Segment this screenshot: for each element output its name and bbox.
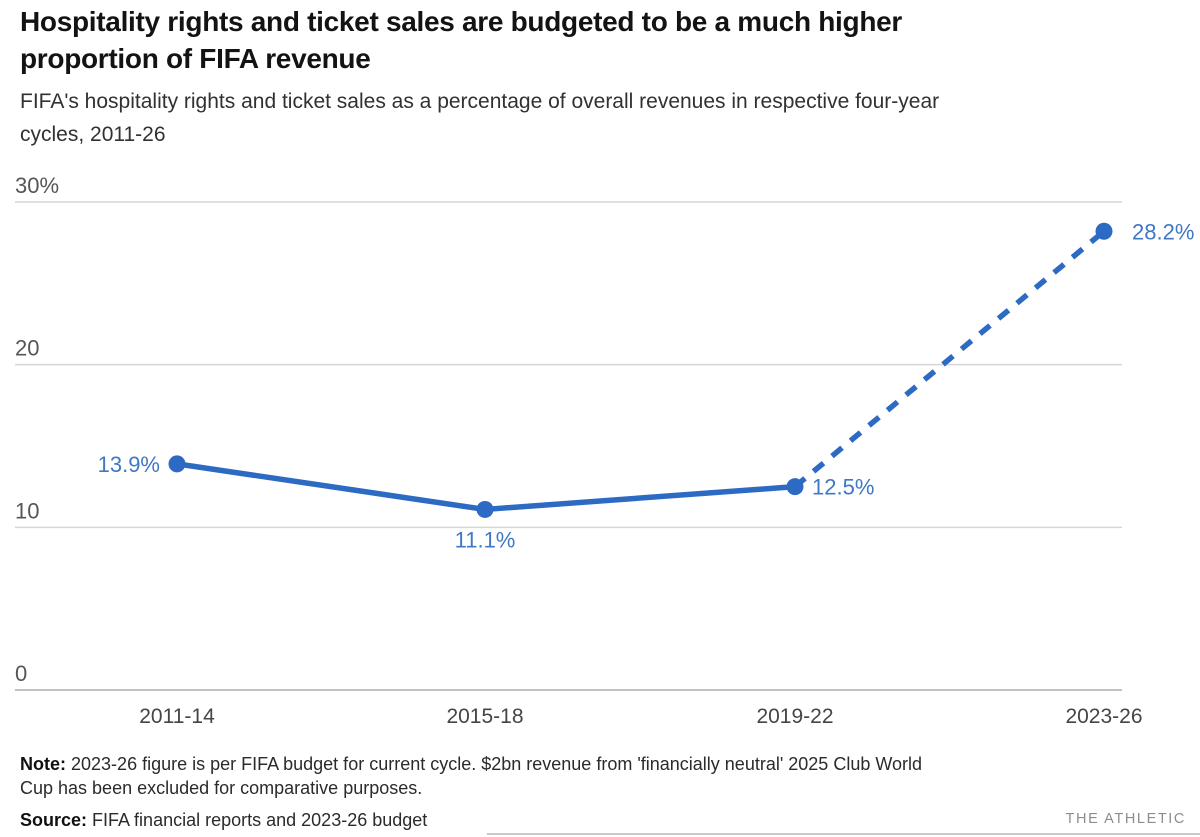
x-axis-tick-label: 2019-22 [756,705,833,728]
data-point [1095,222,1113,240]
data-line-solid [174,461,798,513]
source-label: Source: [20,810,88,830]
bottom-divider [487,833,1200,835]
data-point [476,500,494,518]
x-axis-tick-label: 2023-26 [1065,705,1142,728]
x-axis-tick-label: 2011-14 [139,705,215,728]
y-axis-tick-label: 20 [15,336,39,361]
data-point-label: 12.5% [812,475,874,500]
y-axis-tick-label: 10 [15,498,39,523]
data-line-dashed [793,229,1106,489]
data-point-label: 28.2% [1132,219,1194,244]
source-text: FIFA financial reports and 2023-26 budge… [92,810,428,830]
chart-subtitle: FIFA's hospitality rights and ticket sal… [20,90,940,146]
chart-note: Note: 2023-26 figure is per FIFA budget … [20,752,1080,800]
data-point-label: 13.9% [98,452,160,477]
note-label: Note: [20,754,66,774]
note-text: 2023-26 figure is per FIFA budget for cu… [20,754,923,798]
y-axis-tick-label: 30% [15,173,59,198]
y-axis-tick-label: 0 [15,661,27,686]
data-point [786,478,804,496]
x-axis-tick-label: 2015-18 [446,705,523,728]
chart-title: Hospitality rights and ticket sales are … [20,6,903,74]
chart-source: Source: FIFA financial reports and 2023-… [20,808,427,832]
data-point-label: 11.1% [455,527,516,552]
data-point [168,455,186,473]
brand-logo: THE ATHLETIC [1065,811,1186,827]
